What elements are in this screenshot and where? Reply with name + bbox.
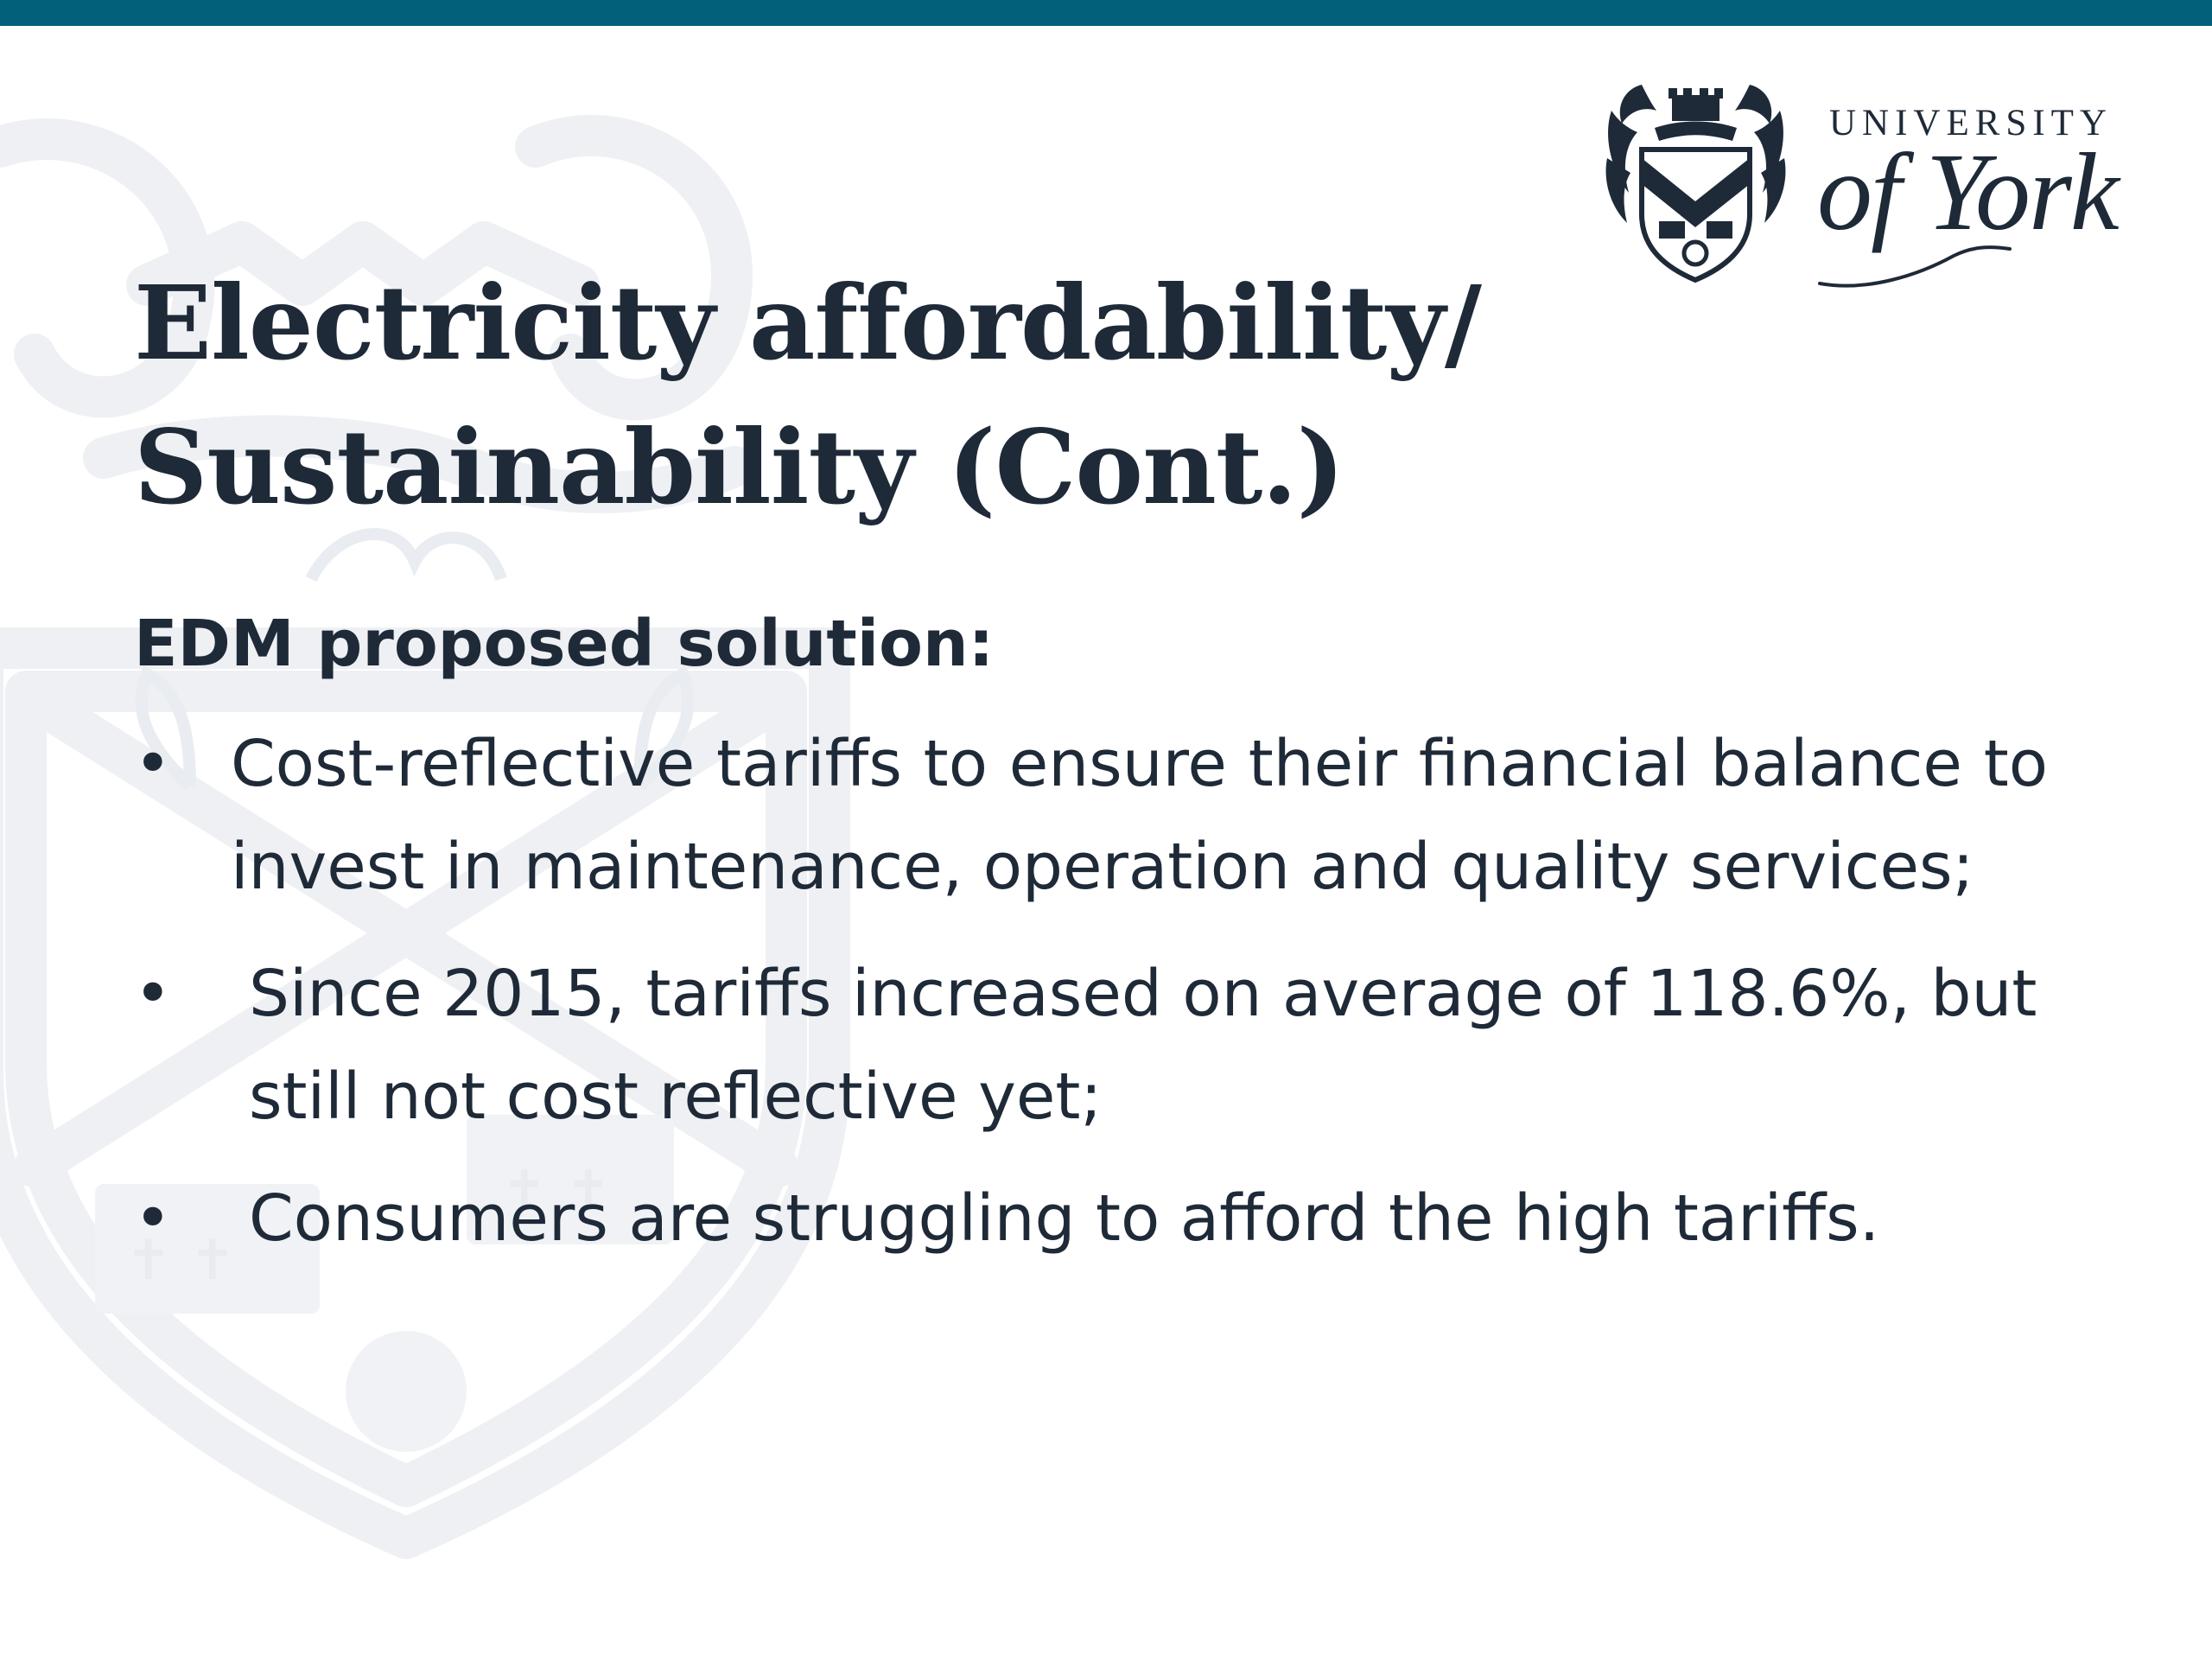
logo-york-text: of York	[1817, 130, 2120, 253]
bullet-marker: •	[134, 727, 172, 801]
svg-text:✝ ✝: ✝ ✝	[125, 1229, 236, 1293]
bullet-text: Since 2015, tariffs increased on average…	[249, 957, 2037, 1134]
top-accent-bar	[0, 0, 2212, 26]
bullet-item: • Cost-reflective tariffs to ensure thei…	[134, 713, 2048, 919]
section-subheading: EDM proposed solution:	[134, 607, 995, 681]
bullet-item: • Since 2015, tariffs increased on avera…	[134, 943, 2048, 1149]
crest-watermark: ✝ ✝ ✝ ✝	[0, 115, 850, 1559]
bullet-item: • Consumers are struggling to afford the…	[134, 1168, 2048, 1270]
bullet-text: Consumers are struggling to afford the h…	[249, 1181, 1880, 1256]
logo-university-text: UNIVERSITY	[1829, 103, 2113, 143]
bullet-text: Cost-reflective tariffs to ensure their …	[231, 727, 2048, 904]
bullet-marker: •	[134, 957, 172, 1031]
university-logo: UNIVERSITY of York	[1603, 76, 2139, 292]
logo-swash	[1818, 245, 2012, 288]
bullet-marker: •	[134, 1181, 172, 1256]
slide-title-line-1: Electricity affordability/	[134, 263, 1482, 383]
slide-title: Electricity affordability/ Sustainabilit…	[134, 251, 1603, 539]
slide-body: EDM proposed solution: • Cost-reflective…	[134, 601, 2048, 1270]
slide-title-line-2: Sustainability (Cont.)	[134, 407, 1344, 527]
svg-text:✝ ✝: ✝ ✝	[501, 1160, 612, 1224]
university-crest-icon	[1605, 85, 1786, 283]
